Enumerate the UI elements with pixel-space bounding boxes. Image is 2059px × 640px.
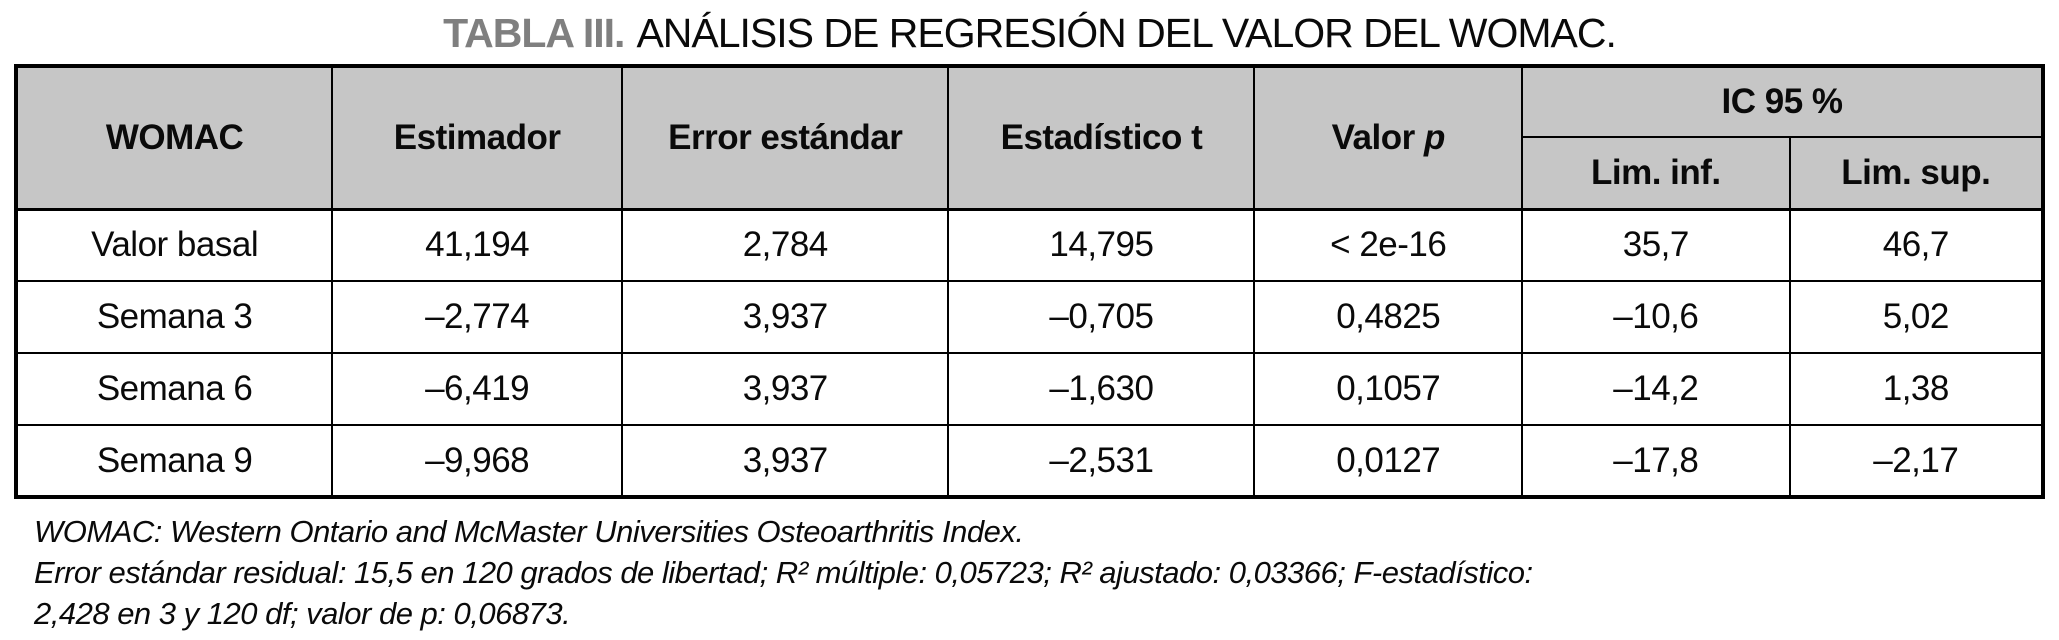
- cell-lim-sup: 1,38: [1788, 352, 2045, 426]
- cell-estimador: 41,194: [331, 207, 624, 282]
- cell-lim-inf: –14,2: [1521, 352, 1791, 426]
- table-row-semana-6: Semana 6 –6,419 3,937 –1,630 0,1057 –14,…: [14, 352, 2045, 426]
- cell-valor-p: 0,0127: [1253, 424, 1524, 498]
- cell-error-estandar: 3,937: [621, 424, 950, 498]
- cell-lim-sup: 46,7: [1788, 207, 2045, 282]
- table-caption: ANÁLISIS DE REGRESIÓN DEL VALOR DEL WOMA…: [636, 10, 1616, 56]
- table-title: TABLA III. ANÁLISIS DE REGRESIÓN DEL VALO…: [0, 0, 2059, 64]
- cell-error-estandar: 2,784: [621, 207, 950, 282]
- col-header-womac: WOMAC: [14, 65, 334, 210]
- cell-row-label: Semana 3: [14, 280, 334, 354]
- cell-estadistico-t: –2,531: [947, 424, 1256, 498]
- col-header-lim-inf: Lim. inf.: [1521, 136, 1791, 210]
- col-header-estadistico-t: Estadístico t: [947, 65, 1256, 210]
- cell-estadistico-t: –1,630: [947, 352, 1256, 426]
- cell-valor-p: 0,4825: [1253, 280, 1524, 354]
- col-header-ic95-group: IC 95 %: [1521, 65, 2044, 138]
- cell-lim-sup: –2,17: [1788, 424, 2045, 498]
- cell-row-label: Semana 6: [14, 352, 334, 426]
- cell-error-estandar: 3,937: [621, 280, 950, 354]
- cell-row-label: Valor basal: [14, 207, 334, 282]
- cell-row-label: Semana 9: [14, 424, 334, 498]
- col-header-error-estandar: Error estándar: [621, 65, 950, 210]
- col-header-lim-sup: Lim. sup.: [1788, 136, 2045, 210]
- footnote-model-stats-line2: 2,428 en 3 y 120 df; valor de p: 0,06873…: [34, 596, 571, 631]
- cell-lim-inf: –17,8: [1521, 424, 1791, 498]
- cell-estimador: –2,774: [331, 280, 624, 354]
- table-number-label: TABLA III.: [443, 10, 625, 56]
- col-header-estimador: Estimador: [331, 65, 624, 210]
- footnote-womac-definition: WOMAC: Western Ontario and McMaster Univ…: [34, 514, 1024, 549]
- valor-p-symbol: p: [1423, 117, 1445, 157]
- cell-valor-p: < 2e-16: [1253, 207, 1524, 282]
- cell-lim-sup: 5,02: [1788, 280, 2045, 354]
- cell-lim-inf: 35,7: [1521, 207, 1791, 282]
- table-row-valor-basal: Valor basal 41,194 2,784 14,795 < 2e-16 …: [14, 207, 2045, 282]
- table-row-semana-9: Semana 9 –9,968 3,937 –2,531 0,0127 –17,…: [14, 424, 2045, 498]
- footnote-model-stats-line1: Error estándar residual: 15,5 en 120 gra…: [34, 555, 1533, 590]
- cell-valor-p: 0,1057: [1253, 352, 1524, 426]
- cell-estadistico-t: 14,795: [947, 207, 1256, 282]
- table-row-semana-3: Semana 3 –2,774 3,937 –0,705 0,4825 –10,…: [14, 280, 2045, 354]
- cell-error-estandar: 3,937: [621, 352, 950, 426]
- valor-p-label: Valor: [1331, 117, 1424, 157]
- col-header-valor-p: Valor p: [1253, 65, 1524, 210]
- regression-table: WOMAC Estimador Error estándar Estadísti…: [14, 64, 2045, 499]
- cell-estimador: –9,968: [331, 424, 624, 498]
- table-footnotes: WOMAC: Western Ontario and McMaster Univ…: [34, 511, 2039, 634]
- cell-estimador: –6,419: [331, 352, 624, 426]
- cell-lim-inf: –10,6: [1521, 280, 1791, 354]
- cell-estadistico-t: –0,705: [947, 280, 1256, 354]
